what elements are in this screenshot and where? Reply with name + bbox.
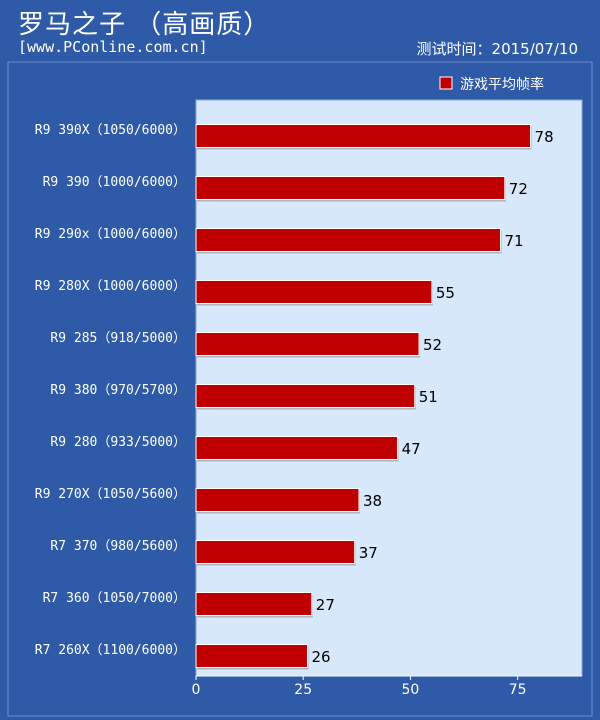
bar xyxy=(195,124,532,148)
category-label: R9 285（918/5000） xyxy=(50,331,186,346)
chart-title: 罗马之子 （高画质） xyxy=(18,10,271,40)
data-label: 26 xyxy=(312,648,331,666)
category-label: R7 370（980/5600） xyxy=(50,539,186,554)
data-label: 47 xyxy=(402,440,421,458)
test-date-label: 测试时间：2015/07/10 xyxy=(416,40,578,58)
bar xyxy=(195,280,433,304)
data-label: 27 xyxy=(316,596,335,614)
bar xyxy=(195,332,420,356)
x-tick-label: 75 xyxy=(509,682,527,698)
data-label: 71 xyxy=(505,232,524,250)
bar xyxy=(195,644,309,668)
x-tick-label: 0 xyxy=(192,682,201,698)
x-tick-label: 50 xyxy=(402,682,420,698)
data-label: 37 xyxy=(359,544,378,562)
source-label: [www.PConline.com.cn] xyxy=(18,38,208,56)
data-label: 78 xyxy=(535,128,554,146)
bar xyxy=(195,540,356,564)
data-label: 52 xyxy=(423,336,442,354)
data-label: 51 xyxy=(419,388,438,406)
data-label: 38 xyxy=(363,492,382,510)
bar xyxy=(195,384,416,408)
legend-label: 游戏平均帧率 xyxy=(460,76,544,93)
legend-swatch xyxy=(439,76,453,90)
category-label: R9 270X（1050/5600） xyxy=(35,487,186,502)
bar xyxy=(195,436,399,460)
data-label: 72 xyxy=(509,180,528,198)
category-label: R7 260X（1100/6000） xyxy=(35,643,186,658)
bar xyxy=(195,176,506,200)
data-label: 55 xyxy=(436,284,455,302)
bar xyxy=(195,488,360,512)
category-label: R9 280X（1000/6000） xyxy=(35,279,186,294)
category-label: R9 280（933/5000） xyxy=(50,435,186,450)
bar xyxy=(195,228,502,252)
category-label: R7 360（1050/7000） xyxy=(43,591,186,606)
category-label: R9 290x（1000/6000） xyxy=(35,227,186,242)
category-label: R9 380（970/5700） xyxy=(50,383,186,398)
category-label: R9 390（1000/6000） xyxy=(43,175,186,190)
category-label: R9 390X（1050/6000） xyxy=(35,123,186,138)
x-tick-label: 25 xyxy=(294,682,312,698)
bar xyxy=(195,592,313,616)
